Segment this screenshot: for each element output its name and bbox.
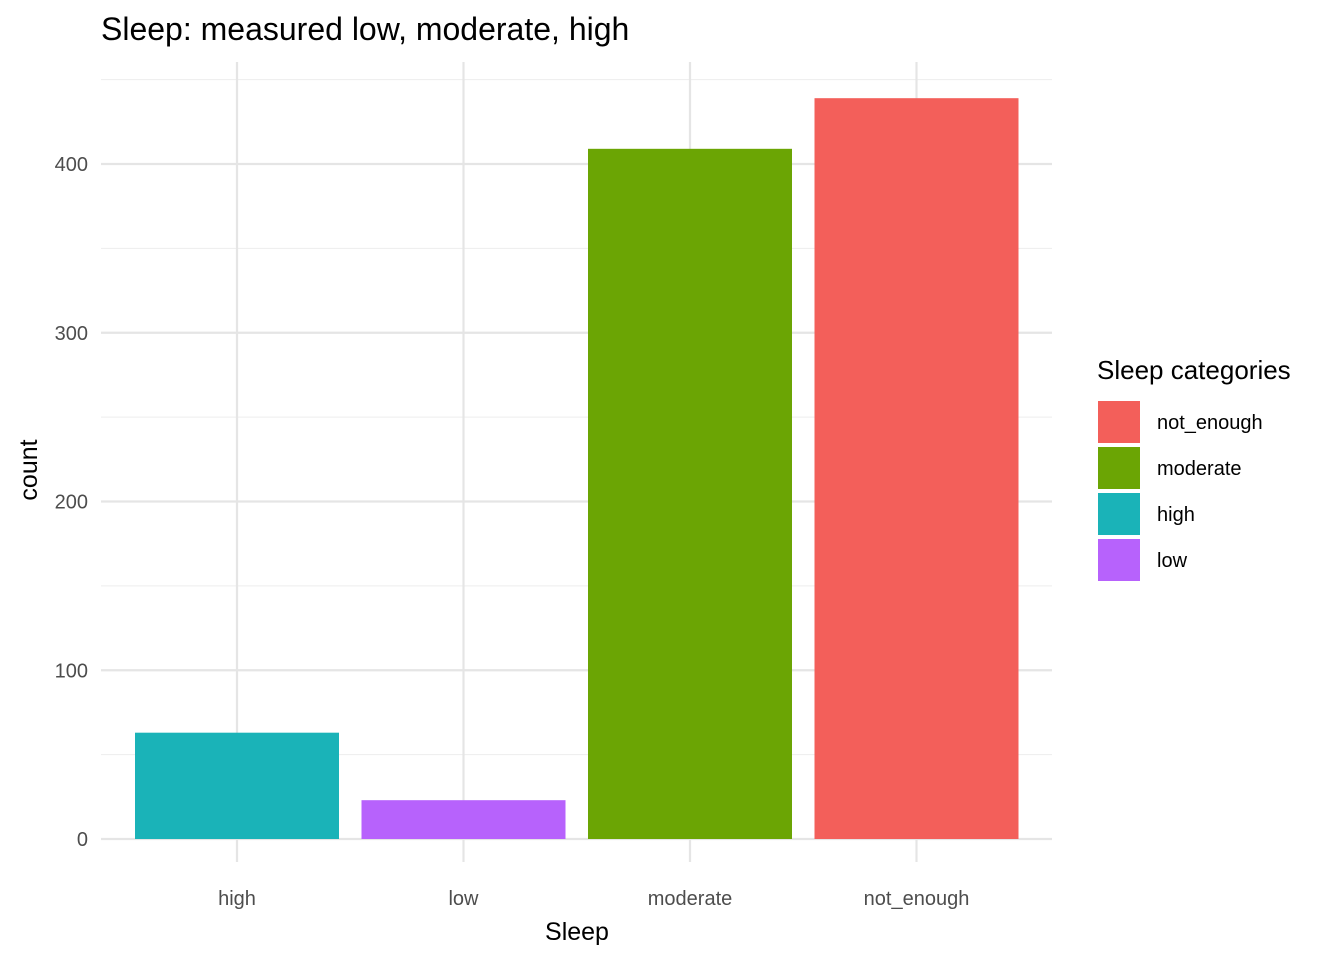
bar-moderate: [588, 148, 792, 839]
legend-key-low: [1098, 539, 1140, 581]
y-axis-ticks: 0 100 200 300 400: [55, 154, 88, 851]
x-axis-title: Sleep: [545, 918, 609, 946]
y-tick-label: 400: [55, 154, 88, 176]
legend-key-not_enough: [1098, 401, 1140, 443]
y-tick-label: 0: [77, 829, 88, 851]
legend-label: low: [1157, 550, 1188, 572]
legend-key-moderate: [1098, 447, 1140, 489]
x-axis-ticks: high low moderate not_enough: [218, 888, 969, 910]
legend-title: Sleep categories: [1097, 355, 1291, 385]
x-tick-label: high: [218, 888, 256, 910]
bar-high: [135, 732, 339, 839]
x-tick-label: not_enough: [864, 888, 970, 910]
legend-key-high: [1098, 493, 1140, 535]
y-tick-label: 300: [55, 323, 88, 345]
legend: Sleep categories not_enough moderate high l…: [1097, 355, 1291, 581]
y-axis-title: count: [15, 439, 43, 500]
bar-not_enough: [814, 98, 1019, 839]
legend-label: moderate: [1157, 458, 1242, 480]
y-tick-label: 100: [55, 660, 88, 682]
chart-title: Sleep: measured low, moderate, high: [101, 11, 629, 47]
bar-low: [361, 800, 566, 839]
bars: [135, 98, 1019, 839]
x-tick-label: low: [448, 888, 479, 910]
legend-label: not_enough: [1157, 412, 1263, 434]
x-tick-label: moderate: [648, 888, 733, 910]
legend-label: high: [1157, 504, 1195, 526]
y-tick-label: 200: [55, 492, 88, 514]
